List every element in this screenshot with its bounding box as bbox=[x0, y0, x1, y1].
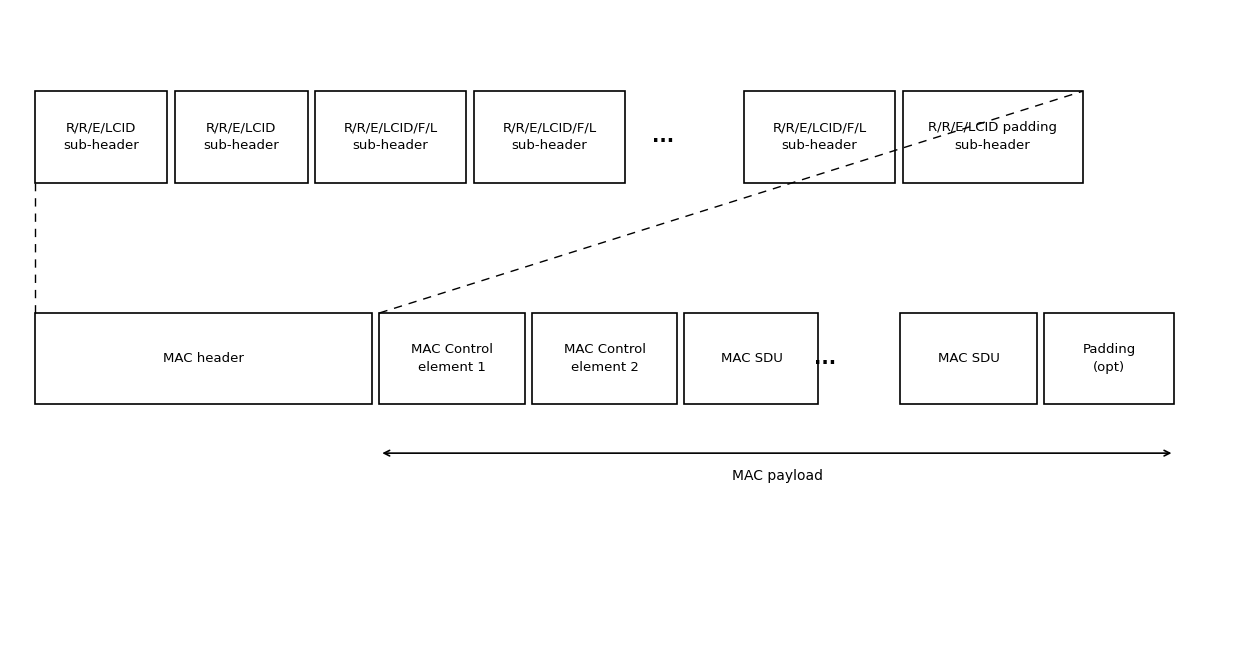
Text: MAC SDU: MAC SDU bbox=[720, 352, 782, 365]
Text: R/R/E/LCID/F/L
sub-header: R/R/E/LCID/F/L sub-header bbox=[773, 121, 867, 153]
Text: R/R/E/LCID
sub-header: R/R/E/LCID sub-header bbox=[63, 121, 139, 153]
Bar bbox=[315, 91, 466, 183]
Text: MAC Control
element 1: MAC Control element 1 bbox=[410, 343, 494, 374]
Text: R/R/E/LCID padding
sub-header: R/R/E/LCID padding sub-header bbox=[928, 121, 1058, 153]
Text: MAC header: MAC header bbox=[162, 352, 244, 365]
Bar bbox=[35, 313, 372, 404]
Text: Padding
(opt): Padding (opt) bbox=[1083, 343, 1136, 374]
Bar bbox=[532, 313, 677, 404]
Bar bbox=[744, 91, 895, 183]
Text: MAC payload: MAC payload bbox=[732, 469, 823, 483]
Text: R/R/E/LCID
sub-header: R/R/E/LCID sub-header bbox=[203, 121, 279, 153]
Bar bbox=[903, 91, 1083, 183]
Text: ...: ... bbox=[813, 349, 836, 368]
Text: R/R/E/LCID/F/L
sub-header: R/R/E/LCID/F/L sub-header bbox=[343, 121, 438, 153]
Bar bbox=[379, 313, 525, 404]
Bar bbox=[900, 313, 1037, 404]
Bar bbox=[1044, 313, 1174, 404]
Bar bbox=[684, 313, 818, 404]
Text: MAC SDU: MAC SDU bbox=[937, 352, 999, 365]
Bar bbox=[474, 91, 625, 183]
Text: R/R/E/LCID/F/L
sub-header: R/R/E/LCID/F/L sub-header bbox=[502, 121, 596, 153]
Text: ...: ... bbox=[652, 127, 675, 147]
Text: MAC Control
element 2: MAC Control element 2 bbox=[563, 343, 646, 374]
Bar bbox=[175, 91, 308, 183]
Bar bbox=[35, 91, 167, 183]
